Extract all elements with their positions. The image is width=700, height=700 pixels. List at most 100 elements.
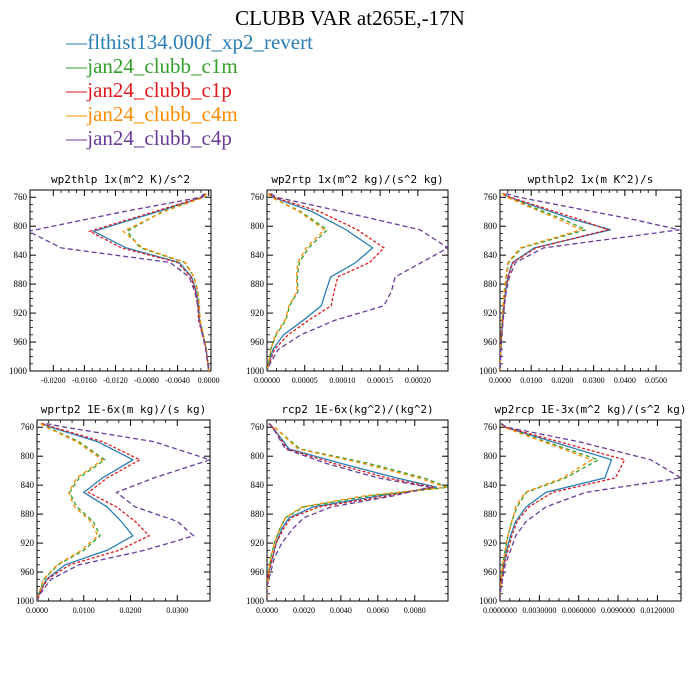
y-tick-label: 840 — [484, 480, 498, 490]
x-tick-label: 0.0500 — [645, 376, 667, 385]
plot-frame — [499, 419, 682, 602]
x-tick-label: 0.0000000 — [483, 606, 517, 615]
y-tick-label: 1000 — [16, 596, 35, 606]
x-tick-label: 0.0030000 — [522, 606, 556, 615]
legend-label: jan24_clubb_c4m — [87, 102, 238, 126]
series-line-4 — [500, 423, 594, 601]
y-tick-label: 840 — [14, 250, 28, 260]
y-tick-label: 960 — [251, 337, 265, 347]
legend-item: — jan24_clubb_c1m — [66, 54, 313, 78]
panel-title: wp2thlp 1x(m^2 K)/s^2 — [51, 173, 190, 186]
series-line-2 — [500, 423, 600, 601]
legend-swatch: — — [66, 54, 87, 78]
x-tick-label: 0.00005 — [292, 376, 318, 385]
series-line-4 — [500, 193, 583, 371]
y-tick-label: 760 — [484, 192, 498, 202]
x-tick-label: 0.0100 — [73, 606, 95, 615]
x-tick-label: -0.0160 — [72, 376, 97, 385]
x-tick-label: 0.0040 — [330, 606, 352, 615]
legend-swatch: — — [66, 30, 87, 54]
series-line-5 — [267, 423, 430, 601]
figure-title: CLUBB VAR at265E,-17N — [235, 6, 465, 30]
panel-6: wp2rcp 1E-3x(m^2 kg)/(s^2 kg) 760 800 840 88… — [479, 403, 687, 615]
x-tick-label: 0.0090000 — [601, 606, 635, 615]
y-tick-label: 800 — [251, 451, 265, 461]
plot-frame — [36, 419, 211, 602]
series-line-2 — [500, 193, 588, 371]
legend-item: — jan24_clubb_c4p — [66, 126, 313, 150]
x-tick-label: 0.0000 — [256, 606, 278, 615]
y-tick-label: 880 — [484, 509, 498, 519]
panel-title: wp2rtp 1x(m^2 kg)/(s^2 kg) — [271, 173, 443, 186]
series-line-4 — [122, 193, 210, 371]
x-tick-label: 0.0300 — [166, 606, 188, 615]
x-tick-label: 0.0000 — [26, 606, 48, 615]
y-tick-label: 920 — [484, 308, 498, 318]
panel-title: rcp2 1E-6x(kg^2)/(kg^2) — [281, 403, 433, 416]
x-tick-label: -0.0080 — [134, 376, 159, 385]
y-tick-label: 960 — [14, 337, 28, 347]
y-tick-label: 840 — [251, 480, 265, 490]
y-tick-label: 760 — [21, 422, 35, 432]
y-tick-label: 880 — [251, 279, 265, 289]
y-tick-label: 840 — [251, 250, 265, 260]
y-tick-label: 920 — [484, 538, 498, 548]
x-tick-label: 0.0020 — [293, 606, 315, 615]
legend-swatch: — — [66, 102, 87, 126]
y-tick-label: 800 — [14, 221, 28, 231]
x-tick-label: 0.0200 — [120, 606, 142, 615]
x-tick-label: 0.0060000 — [562, 606, 596, 615]
legend-label: flthist134.000f_xp2_revert — [87, 30, 313, 54]
plot-frame — [266, 189, 449, 372]
x-tick-label: 0.0000 — [489, 376, 511, 385]
series-line-1 — [267, 193, 374, 371]
y-tick-label: 960 — [251, 567, 265, 577]
series-line-2 — [37, 423, 106, 601]
y-tick-label: 960 — [21, 567, 35, 577]
legend-label: jan24_clubb_c1m — [87, 54, 238, 78]
y-tick-label: 920 — [14, 308, 28, 318]
y-tick-label: 760 — [251, 422, 265, 432]
series-line-3 — [500, 423, 626, 601]
y-tick-label: 920 — [21, 538, 35, 548]
legend-label: jan24_clubb_c1p — [87, 78, 232, 102]
y-tick-label: 1000 — [246, 366, 265, 376]
x-tick-label: 0.0200 — [551, 376, 573, 385]
panel-3: wpthlp2 1x(m K^2)/s 760 800 840 880 920 960 100… — [479, 173, 682, 385]
legend-label: jan24_clubb_c4p — [87, 126, 232, 150]
y-tick-label: 840 — [21, 480, 35, 490]
panel-4: wprtp2 1E-6x(m kg)/(s kg) 760 800 840 880 920… — [16, 403, 211, 615]
panel-title: wp2rcp 1E-3x(m^2 kg)/(s^2 kg) — [494, 403, 686, 416]
y-tick-label: 880 — [484, 279, 498, 289]
x-tick-label: -0.0120 — [103, 376, 128, 385]
panel-5: rcp2 1E-6x(kg^2)/(kg^2) 760 800 840 880 920 96… — [246, 403, 449, 615]
y-tick-label: 880 — [21, 509, 35, 519]
y-tick-label: 800 — [484, 451, 498, 461]
legend-swatch: — — [66, 78, 87, 102]
x-tick-label: -0.0200 — [41, 376, 66, 385]
legend-item: — flthist134.000f_xp2_revert — [66, 30, 313, 54]
y-tick-label: 1000 — [246, 596, 265, 606]
series-line-4 — [267, 423, 447, 601]
x-tick-label: 0.00015 — [367, 376, 393, 385]
x-tick-label: 0.00000 — [254, 376, 280, 385]
y-tick-label: 960 — [484, 337, 498, 347]
y-tick-label: 1000 — [9, 366, 28, 376]
panel-2: wp2rtp 1x(m^2 kg)/(s^2 kg) 760 800 840 880 92… — [246, 173, 449, 385]
legend-item: — jan24_clubb_c1p — [66, 78, 313, 102]
x-tick-label: 0.0300 — [583, 376, 605, 385]
series-line-5 — [500, 423, 681, 601]
series-line-1 — [500, 193, 611, 371]
panel-title: wprtp2 1E-6x(m kg)/(s kg) — [41, 403, 207, 416]
x-tick-label: 0.0120000 — [640, 606, 674, 615]
y-tick-label: 760 — [14, 192, 28, 202]
series-line-3 — [267, 423, 434, 601]
y-tick-label: 1000 — [479, 596, 498, 606]
x-tick-label: 0.00010 — [329, 376, 355, 385]
y-tick-label: 800 — [21, 451, 35, 461]
legend: — flthist134.000f_xp2_revert — jan24_clu… — [66, 30, 313, 150]
y-tick-label: 800 — [484, 221, 498, 231]
series-line-1 — [91, 193, 210, 371]
x-tick-label: 0.0400 — [614, 376, 636, 385]
y-tick-label: 880 — [14, 279, 28, 289]
